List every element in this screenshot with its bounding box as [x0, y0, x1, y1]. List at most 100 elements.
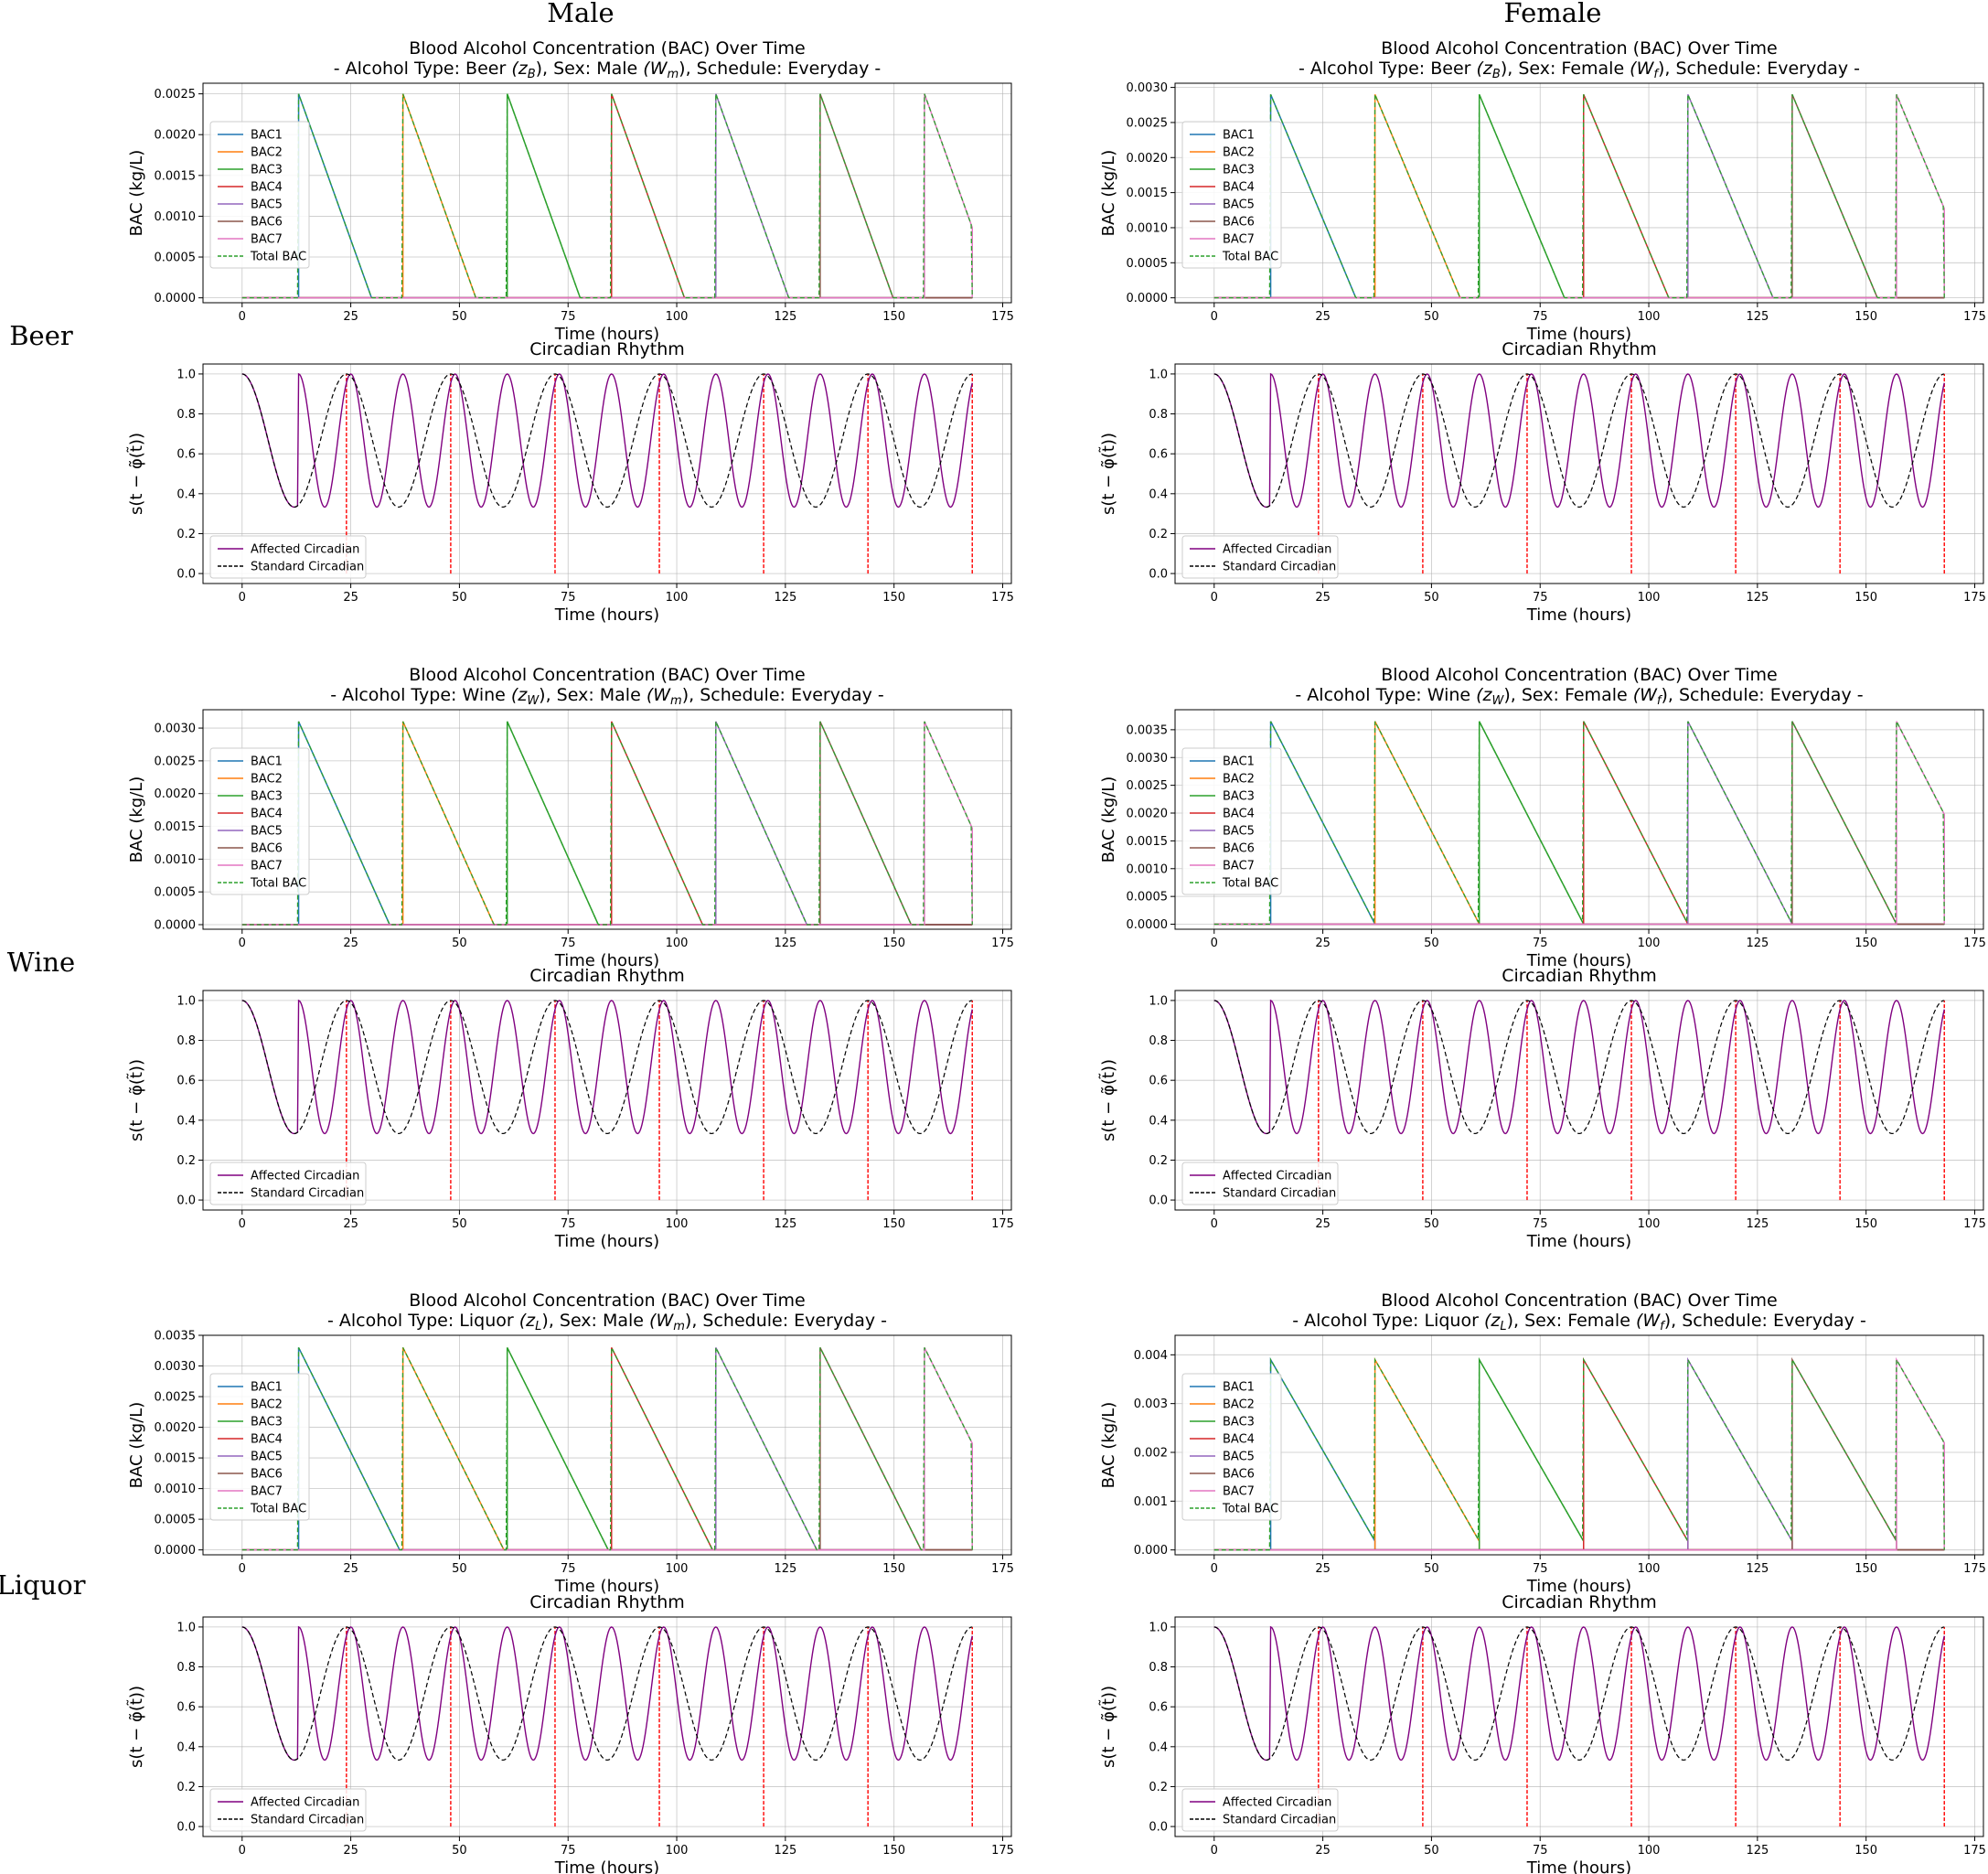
x-tick-label: 25 [1315, 310, 1331, 324]
y-tick-label: 1.0 [176, 368, 196, 381]
y-tick-label: 0.0035 [155, 1330, 197, 1344]
x-tick-label: 175 [1963, 591, 1986, 605]
series-total-bac [1213, 94, 1945, 299]
series-standard-circadian [1213, 1000, 1945, 1135]
series-bac5 [1213, 1356, 1945, 1551]
y-tick-label: 0.6 [176, 448, 196, 462]
series-bac1 [241, 721, 973, 926]
axes-frame [202, 1334, 1012, 1556]
x-tick-label: 50 [452, 1562, 467, 1576]
chart-subtitle: - Alcohol Type: Liquor (zL), Sex: Female… [1292, 1311, 1866, 1333]
y-tick-label: 0.0015 [155, 1452, 197, 1466]
x-tick-label: 150 [882, 1844, 905, 1858]
legend: Affected Circadian Standard Circadian [209, 1788, 367, 1832]
x-tick-label: 25 [1315, 1562, 1331, 1576]
x-tick-label: 75 [561, 1562, 576, 1576]
series-bac5 [1213, 721, 1945, 926]
axes-frame [1174, 363, 1984, 584]
x-axis-label: Time (hours) [554, 1232, 659, 1251]
y-tick-label: 0.2 [176, 1154, 196, 1168]
legend-label: Total BAC [250, 1503, 306, 1516]
chart-title: Blood Alcohol Concentration (BAC) Over T… [409, 1290, 806, 1311]
x-tick-label: 175 [991, 591, 1014, 605]
y-tick-label: 0.8 [176, 408, 196, 422]
y-tick-label: 0.0005 [1127, 257, 1169, 271]
x-tick-label: 150 [1854, 310, 1877, 324]
x-tick-label: 100 [1638, 310, 1661, 324]
y-tick-label: 0.000 [1134, 1544, 1168, 1558]
axes-frame [202, 82, 1012, 304]
charts-layer: 0 25 50 75 100 125 150 1750.00000.00050.00100.0… [127, 38, 1986, 1874]
panel-female-liquor-bac: 0 25 50 75 100 125 150 175 0.000 0.001 0.002 0.003 0… [1099, 1290, 1986, 1596]
y-tick-label: 0.0025 [1127, 116, 1169, 130]
y-tick-label: 1.0 [176, 1621, 196, 1634]
plot-area [241, 93, 973, 299]
series-standard-circadian [241, 1626, 973, 1762]
panel-male-liquor-circadian: 0 25 50 75 100 125 150 175 0.0 0.2 0.4 0.6 0.8 1.0 Cir… [127, 1592, 1014, 1874]
legend-label: BAC4 [1223, 181, 1255, 195]
series-bac6 [1213, 721, 1945, 926]
y-tick-label: 0.0005 [155, 886, 197, 900]
x-tick-label: 125 [1746, 1217, 1769, 1231]
y-tick-label: 0.003 [1134, 1397, 1168, 1411]
legend-label: BAC7 [251, 860, 283, 873]
x-tick-label: 75 [561, 1217, 576, 1231]
legend-label: BAC3 [251, 790, 283, 804]
x-tick-label: 175 [991, 937, 1014, 950]
y-tick-label: 0.0000 [155, 918, 197, 932]
y-tick-label: 0.0000 [155, 292, 197, 305]
y-tick-label: 0.0020 [155, 787, 197, 801]
legend-label: BAC7 [1223, 860, 1255, 873]
x-tick-label: 100 [1638, 1844, 1661, 1858]
column-header-male: Male [547, 0, 614, 28]
legend-box [1181, 1788, 1339, 1832]
legend-label: BAC2 [251, 773, 283, 787]
series-bac4 [241, 93, 973, 299]
chart-subtitle: - Alcohol Type: Wine (zW), Sex: Female (… [1295, 685, 1863, 708]
legend-label: BAC5 [1223, 825, 1255, 839]
x-tick-label: 25 [343, 1562, 358, 1576]
legend-label: Standard Circadian [251, 1187, 364, 1201]
x-tick-label: 125 [1746, 591, 1769, 605]
series-bac4 [1213, 721, 1945, 926]
y-tick-label: 0.0015 [1127, 835, 1169, 849]
x-tick-label: 25 [1315, 591, 1331, 605]
x-axis-label: Time (hours) [554, 951, 659, 970]
legend-box [209, 1162, 367, 1205]
x-tick-label: 175 [1963, 1217, 1986, 1231]
legend-label: BAC1 [251, 1381, 283, 1395]
chart-title: Circadian Rhythm [1502, 1592, 1657, 1612]
x-tick-label: 100 [1638, 937, 1661, 950]
legend: Affected Circadian Standard Circadian [1181, 1788, 1339, 1832]
legend-label: BAC5 [1223, 1451, 1255, 1464]
x-tick-label: 125 [774, 591, 796, 605]
axes-frame [1174, 990, 1984, 1211]
series-bac4 [1213, 1356, 1945, 1551]
legend-label: BAC6 [1223, 842, 1255, 856]
x-tick-label: 150 [1854, 1562, 1877, 1576]
chart-title: Blood Alcohol Concentration (BAC) Over T… [1381, 38, 1778, 59]
x-tick-label: 50 [1424, 591, 1439, 605]
y-axis-label: BAC (kg/L) [1099, 150, 1118, 237]
x-tick-label: 0 [239, 591, 246, 605]
axes-frame [1174, 709, 1984, 930]
x-tick-label: 0 [1211, 1562, 1218, 1576]
legend-label: Total BAC [1222, 877, 1278, 891]
x-tick-label: 75 [561, 1844, 576, 1858]
x-tick-label: 50 [452, 1844, 467, 1858]
legend-box [1181, 1373, 1282, 1521]
x-tick-label: 150 [1854, 1217, 1877, 1231]
y-tick-label: 0.0020 [155, 1421, 197, 1435]
x-tick-label: 75 [561, 591, 576, 605]
y-tick-label: 1.0 [1149, 368, 1168, 381]
chart-subtitle: - Alcohol Type: Beer (zB), Sex: Male (Wm… [334, 59, 882, 81]
x-tick-label: 150 [882, 591, 905, 605]
x-tick-label: 100 [666, 1562, 689, 1576]
x-tick-label: 100 [666, 937, 689, 950]
x-tick-label: 25 [1315, 937, 1331, 950]
x-tick-label: 50 [1424, 1562, 1439, 1576]
y-tick-label: 0.0030 [1127, 81, 1169, 95]
y-axis-label: s(t − φ̃(t̃)) [127, 1059, 146, 1141]
x-tick-label: 100 [666, 591, 689, 605]
